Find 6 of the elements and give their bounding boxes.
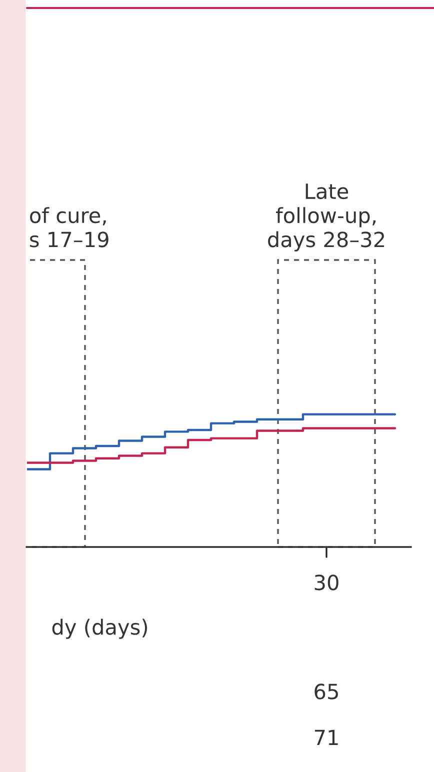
text: of cure, s 17–19 — [30, 207, 108, 248]
text: 71 — [314, 730, 338, 746]
text: Late follow-up, days 28–32 — [268, 184, 384, 252]
x-axis-title: dy (days) — [52, 618, 148, 639]
text: 30 — [314, 574, 338, 590]
text: 65 — [314, 684, 338, 700]
